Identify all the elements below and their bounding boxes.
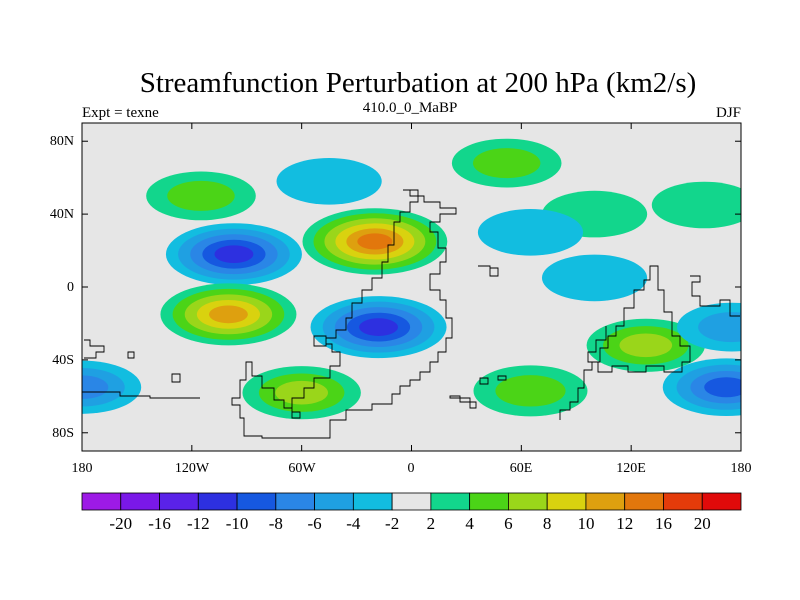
colorbar-swatch xyxy=(352,492,393,511)
colorbar-label: 2 xyxy=(427,514,436,533)
contour-level xyxy=(472,148,541,179)
y-tick-label: 80N xyxy=(50,134,74,149)
colorbar-label: 8 xyxy=(543,514,552,533)
anomaly-s-ocean-band xyxy=(242,366,361,420)
colorbar-label: -20 xyxy=(109,514,132,533)
coastlines xyxy=(82,189,740,439)
colorbar-swatch xyxy=(663,492,703,511)
contour-level xyxy=(167,180,235,211)
anomaly-s-pacific-low xyxy=(662,358,741,417)
anomaly-s-atlantic-low xyxy=(310,296,447,359)
colorbar-labels: -20 -16 -12 -10 -8 -6 -4 -2 2 4 6 8 10 12 16 20 xyxy=(109,514,710,533)
contour-level xyxy=(495,375,566,407)
colorbar-label: 12 xyxy=(616,514,633,533)
contour-level xyxy=(359,318,398,336)
axis-ticks xyxy=(81,123,742,451)
colorbar-label: 6 xyxy=(504,514,513,533)
colorbar-swatch xyxy=(197,492,238,511)
colorbar-swatch xyxy=(81,492,122,511)
contour-level xyxy=(619,333,673,358)
contour-level xyxy=(704,377,741,398)
anomaly-s-atlantic-band xyxy=(473,365,588,417)
anomaly-sw-pacific-low xyxy=(82,360,142,414)
colorbar-label: -4 xyxy=(346,514,361,533)
contour-level xyxy=(698,312,741,343)
colorbar-label: 20 xyxy=(694,514,711,533)
y-tick-label: 40S xyxy=(52,353,74,368)
contour-level xyxy=(541,254,648,302)
x-tick-label: 120W xyxy=(175,461,210,476)
colorbar-label: -6 xyxy=(308,514,322,533)
x-axis-tick-labels: 180 120W 60W 0 60E 120E 180 xyxy=(72,461,752,476)
anomaly-ne-pacific-low xyxy=(165,223,302,286)
anomaly-w-pacific-band-low xyxy=(477,209,584,256)
colorbar-swatch xyxy=(546,492,587,511)
colorbar-swatch xyxy=(314,492,354,511)
colorbar-label: -16 xyxy=(148,514,171,533)
right-label: DJF xyxy=(716,105,741,121)
colorbar-label: -2 xyxy=(385,514,399,533)
contour-level xyxy=(651,181,741,229)
colorbar-label: -8 xyxy=(269,514,283,533)
colorbar-label: 16 xyxy=(655,514,672,533)
contour-level xyxy=(209,305,248,324)
contour-level xyxy=(477,209,584,256)
contour-level xyxy=(214,245,254,264)
colorbar-swatch xyxy=(159,492,199,511)
x-tick-label: 180 xyxy=(72,461,93,476)
anomaly-n-atlantic-high xyxy=(302,208,448,275)
anomaly-indian-ocean-low xyxy=(541,254,648,302)
colorbar-swatch xyxy=(701,492,742,511)
y-tick-label: 80S xyxy=(52,426,74,441)
australia-coastline xyxy=(690,275,740,317)
colorbar-swatch xyxy=(585,492,626,511)
americas-coastline xyxy=(231,189,457,439)
y-tick-label: 0 xyxy=(67,280,74,295)
old-world-coastline xyxy=(478,265,691,420)
anomaly-pacific-40n-high xyxy=(146,171,256,221)
antarctic-fragments xyxy=(449,375,507,409)
left-label: Expt = texne xyxy=(82,105,159,121)
center-label: 410.0_0_MaBP xyxy=(363,100,458,116)
colorbar-label: -12 xyxy=(187,514,210,533)
x-tick-label: 0 xyxy=(408,461,415,476)
anomaly-e-pacific-n-high xyxy=(651,181,741,229)
colorbar-swatch xyxy=(275,492,315,511)
x-tick-label: 60W xyxy=(288,461,316,476)
anomaly-arctic-high xyxy=(451,138,562,188)
colorbar-swatch xyxy=(236,492,277,511)
y-axis-tick-labels: 80N 40N 0 40S 80S xyxy=(50,134,74,441)
anomaly-e-pacific-low xyxy=(677,302,741,352)
contour-level xyxy=(357,233,393,250)
colorbar-label: 4 xyxy=(465,514,474,533)
y-tick-label: 40N xyxy=(50,207,74,222)
anomaly-n-hemisphere-low xyxy=(276,158,382,205)
colorbar-swatch xyxy=(624,492,664,511)
x-tick-label: 60E xyxy=(510,461,533,476)
colorbar xyxy=(81,492,742,511)
contour-field xyxy=(82,138,741,420)
colorbar-swatch xyxy=(120,492,160,511)
anomaly-se-pacific-high xyxy=(160,283,297,346)
contour-level xyxy=(276,158,382,205)
colorbar-swatch xyxy=(508,492,548,511)
contour-level xyxy=(275,380,328,405)
colorbar-label: 10 xyxy=(577,514,594,533)
x-tick-label: 180 xyxy=(731,461,752,476)
colorbar-swatch xyxy=(391,492,432,511)
chart-title: Streamfunction Perturbation at 200 hPa (… xyxy=(140,67,697,99)
pacific-islands-coastline xyxy=(82,351,200,399)
colorbar-swatch xyxy=(469,492,509,511)
colorbar-label: -10 xyxy=(226,514,249,533)
x-tick-label: 120E xyxy=(616,461,646,476)
contour-level xyxy=(82,375,109,400)
s-america-coastline xyxy=(84,339,105,359)
colorbar-swatch xyxy=(430,492,471,511)
